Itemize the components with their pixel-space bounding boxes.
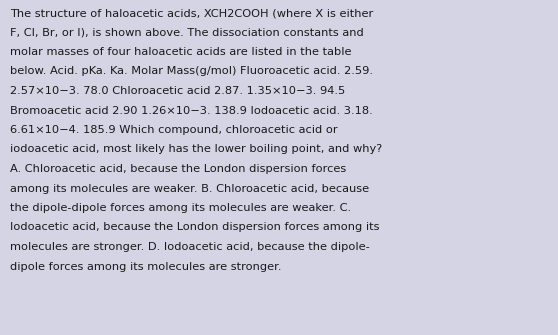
Text: The structure of haloacetic acids, XCH2COOH (where X is either: The structure of haloacetic acids, XCH2C… [10,8,373,18]
Text: the dipole-dipole forces among its molecules are weaker. C.: the dipole-dipole forces among its molec… [10,203,351,213]
Text: dipole forces among its molecules are stronger.: dipole forces among its molecules are st… [10,262,281,271]
Text: F, Cl, Br, or I), is shown above. The dissociation constants and: F, Cl, Br, or I), is shown above. The di… [10,27,364,38]
Text: below. Acid. pKa. Ka. Molar Mass(g/mol) Fluoroacetic acid. 2.59.: below. Acid. pKa. Ka. Molar Mass(g/mol) … [10,67,373,76]
Text: Bromoacetic acid 2.90 1.26×10−3. 138.9 Iodoacetic acid. 3.18.: Bromoacetic acid 2.90 1.26×10−3. 138.9 I… [10,106,373,116]
Text: among its molecules are weaker. B. Chloroacetic acid, because: among its molecules are weaker. B. Chlor… [10,184,369,194]
Text: 2.57×10−3. 78.0 Chloroacetic acid 2.87. 1.35×10−3. 94.5: 2.57×10−3. 78.0 Chloroacetic acid 2.87. … [10,86,345,96]
Text: Iodoacetic acid, because the London dispersion forces among its: Iodoacetic acid, because the London disp… [10,222,379,232]
Text: iodoacetic acid, most likely has the lower boiling point, and why?: iodoacetic acid, most likely has the low… [10,144,382,154]
Text: A. Chloroacetic acid, because the London dispersion forces: A. Chloroacetic acid, because the London… [10,164,347,174]
Text: molecules are stronger. D. Iodoacetic acid, because the dipole-: molecules are stronger. D. Iodoacetic ac… [10,242,370,252]
Text: molar masses of four haloacetic acids are listed in the table: molar masses of four haloacetic acids ar… [10,47,352,57]
Text: 6.61×10−4. 185.9 Which compound, chloroacetic acid or: 6.61×10−4. 185.9 Which compound, chloroa… [10,125,338,135]
